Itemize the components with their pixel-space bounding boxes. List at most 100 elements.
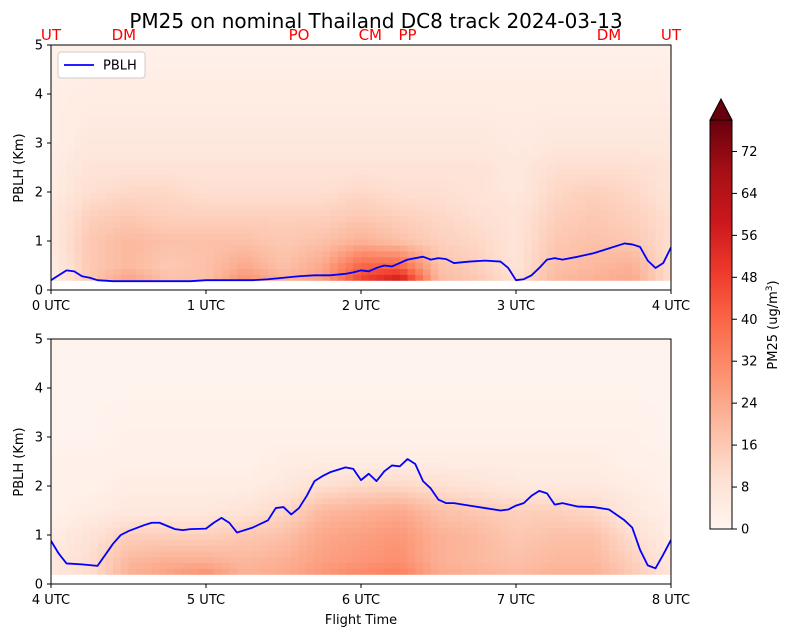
heatmap-cell — [66, 256, 75, 264]
heatmap-cell — [105, 215, 114, 222]
heatmap-cell — [58, 92, 68, 99]
heatmap-cell — [454, 156, 463, 164]
heatmap-cell — [345, 550, 354, 558]
heatmap-cell — [291, 521, 300, 528]
heatmap-cell — [314, 192, 323, 199]
heatmap-cell — [663, 256, 671, 264]
heatmap-cell — [89, 45, 99, 52]
heatmap-cell — [105, 444, 114, 452]
heatmap-cell — [151, 80, 161, 87]
heatmap-cell — [182, 339, 192, 346]
heatmap-cell — [260, 409, 269, 417]
heatmap-cell — [299, 438, 308, 446]
heatmap-cell — [299, 374, 308, 381]
heatmap-cell — [485, 186, 494, 193]
heatmap-cell — [182, 86, 192, 93]
heatmap-cell — [430, 221, 440, 228]
heatmap-cell — [244, 244, 254, 252]
heatmap-cell — [337, 391, 347, 399]
heatmap-cell — [454, 250, 463, 258]
heatmap-cell — [322, 162, 331, 170]
heatmap-cell — [66, 127, 75, 134]
heatmap-cell — [213, 421, 223, 428]
heatmap-cell — [51, 127, 60, 134]
heatmap-cell — [151, 409, 161, 417]
heatmap-cell — [616, 274, 626, 281]
heatmap-cell — [376, 468, 385, 475]
heatmap-cell — [492, 109, 502, 117]
heatmap-cell — [531, 121, 540, 128]
heatmap-cell — [314, 250, 323, 258]
heatmap-cell — [593, 162, 602, 170]
heatmap-cell — [415, 86, 424, 93]
heatmap-cell — [283, 233, 292, 240]
heatmap-cell — [361, 568, 370, 575]
heatmap-cell — [353, 156, 362, 164]
heatmap-cell — [299, 197, 308, 205]
heatmap-cell — [252, 50, 261, 58]
heatmap-cell — [97, 86, 106, 93]
heatmap-cell — [237, 497, 246, 505]
heatmap-cell — [430, 133, 440, 140]
heatmap-cell — [229, 550, 238, 558]
heatmap-cell — [175, 86, 184, 93]
heatmap-cell — [554, 50, 564, 58]
heatmap-cell — [206, 68, 215, 75]
heatmap-cell — [306, 239, 316, 246]
heatmap-cell — [198, 515, 207, 522]
heatmap-cell — [229, 192, 238, 199]
heatmap-cell — [175, 368, 184, 375]
heatmap-cell — [252, 544, 261, 552]
heatmap-cell — [407, 239, 416, 246]
heatmap-cell — [469, 244, 478, 252]
heatmap-cell — [609, 109, 618, 117]
heatmap-cell — [136, 144, 145, 152]
heatmap-cell — [616, 221, 626, 228]
heatmap-cell — [244, 386, 254, 393]
heatmap-cell — [252, 256, 261, 264]
heatmap-cell — [260, 133, 269, 140]
heatmap-cell — [283, 362, 292, 369]
heatmap-cell — [291, 374, 300, 381]
heatmap-cell — [492, 250, 502, 258]
heatmap-cell — [461, 139, 471, 146]
heatmap-cell — [190, 244, 199, 252]
heatmap-cell — [268, 109, 277, 117]
heatmap-cell — [407, 68, 416, 75]
heatmap-cell — [531, 56, 540, 64]
heatmap-cell — [97, 391, 106, 399]
heatmap-cell — [663, 209, 671, 217]
heatmap-cell — [51, 197, 60, 205]
heatmap-cell — [392, 268, 401, 275]
heatmap-cell — [136, 468, 145, 475]
heatmap-cell — [74, 250, 83, 258]
heatmap-cell — [585, 256, 595, 264]
heatmap-cell — [175, 92, 184, 99]
heatmap-cell — [260, 174, 269, 181]
heatmap-cell — [167, 74, 176, 81]
heatmap-cell — [120, 556, 130, 564]
heatmap-cell — [190, 462, 199, 469]
heatmap-cell — [213, 497, 223, 505]
heatmap-cell — [213, 156, 223, 164]
heatmap-cell — [547, 168, 556, 175]
heatmap-cell — [640, 156, 649, 164]
heatmap-cell — [299, 180, 308, 187]
heatmap-cell — [237, 533, 246, 540]
heatmap-cell — [159, 121, 168, 128]
heatmap-cell — [438, 168, 447, 175]
heatmap-cell — [469, 180, 478, 187]
heatmap-cell — [291, 227, 300, 234]
heatmap-cell — [244, 356, 254, 364]
heatmap-cell — [368, 244, 378, 252]
heatmap-cell — [175, 497, 184, 505]
heatmap-cell — [198, 533, 207, 540]
heatmap-cell — [229, 438, 238, 446]
heatmap-cell — [128, 533, 137, 540]
heatmap-cell — [213, 521, 223, 528]
heatmap-cell — [237, 509, 246, 516]
heatmap-cell — [82, 162, 91, 170]
heatmap-cell — [368, 538, 378, 546]
heatmap-cell — [237, 444, 246, 452]
heatmap-cell — [51, 186, 60, 193]
